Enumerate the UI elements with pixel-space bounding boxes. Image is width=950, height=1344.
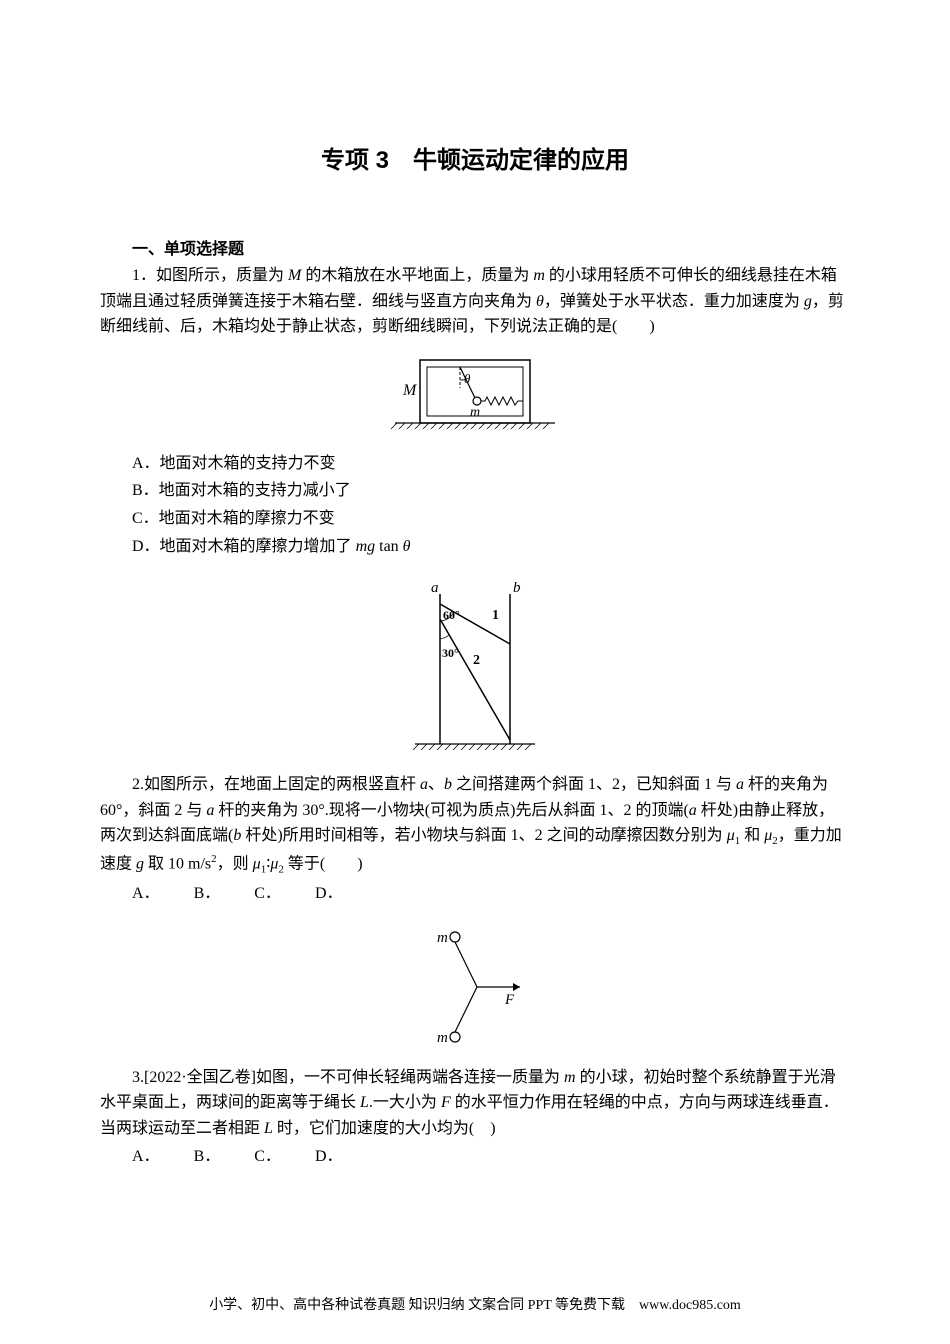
q1-stem: 1．如图所示，质量为 M 的木箱放在水平地面上，质量为 m 的小球用轻质不可伸长… [100,263,850,340]
var-L: L [360,1094,369,1111]
q3-text-5: 时，它们加速度的大小均为( ) [273,1120,496,1137]
q1-optB: B．地面对木箱的支持力减小了 [132,478,850,504]
q3-optD: D． [315,1148,343,1165]
fig2-label-2: 2 [473,653,480,668]
q2-text-7: 杆处)所用时间相等，若小物块与斜面 1、2 之间的动摩擦因数分别为 [241,827,726,844]
q2-stem: 2.如图所示，在地面上固定的两根竖直杆 a、b 之间搭建两个斜面 1、2，已知斜… [100,772,850,879]
fig2-label-b: b [513,580,521,596]
var-theta: θ [536,293,544,310]
fig2-label-a: a [431,580,439,596]
q2-text-5: 杆的夹角为 30°.现将一小物块(可视为质点)先后从斜面 1、2 的顶端( [214,802,688,819]
var-a-4: a [689,802,697,819]
q2-optC: C． [254,885,281,902]
q3-optC: C． [254,1148,281,1165]
q2-optA: A． [132,885,160,902]
q3-text-3: .一大小为 [369,1094,441,1111]
fig2-label-1: 1 [492,608,499,623]
var-theta-2: θ [403,538,411,555]
q2-optB: B． [194,885,221,902]
fig1-label-m: m [470,405,480,420]
q2-text-3: 之间搭建两个斜面 1、2，已知斜面 1 与 [452,776,736,793]
q3-options: A． B． C． D． [100,1144,850,1170]
q1-options: A．地面对木箱的支持力不变 B．地面对木箱的支持力减小了 C．地面对木箱的摩擦力… [100,451,850,559]
q2-text-1: 2.如图所示，在地面上固定的两根竖直杆 [132,776,420,793]
q1-optD-pre: D．地面对木箱的摩擦力增加了 [132,538,356,555]
fig3-label-F: F [504,992,515,1008]
fig1-label-M: M [402,382,418,399]
var-m: m [533,267,545,284]
var-F: F [441,1094,451,1111]
q1-optD-post: tan [375,538,403,555]
section-heading: 一、单项选择题 [100,235,850,259]
q2-figure: a b 60° 1 30° 2 [100,579,850,764]
q1-figure: M θ m [100,348,850,443]
var-L-2: L [264,1120,273,1137]
q1-text-2: 的木箱放在水平地面上，质量为 [301,267,533,284]
var-mu1: μ [727,827,735,844]
q1-optD: D．地面对木箱的摩擦力增加了 mg tan θ [132,534,850,560]
var-mu1-2: μ [253,855,261,872]
var-g-2: g [136,855,144,872]
q3-optB: B． [194,1148,221,1165]
q1-optC: C．地面对木箱的摩擦力不变 [132,506,850,532]
q3-stem: 3.[2022·全国乙卷]如图，一不可伸长轻绳两端各连接一质量为 m 的小球，初… [100,1065,850,1142]
q2-text-13: 等于( ) [284,855,363,872]
var-g: g [804,293,812,310]
fig2-angle30: 30° [442,646,459,660]
var-b: b [444,776,452,793]
q2-text-8: 和 [740,827,764,844]
page-title: 专项 3 牛顿运动定律的应用 [100,140,850,175]
q3-optA: A． [132,1148,160,1165]
var-m-2: m [564,1069,576,1086]
fig1-label-theta: θ [464,371,471,386]
var-a-2: a [736,776,744,793]
q2-text-2: 、 [428,776,444,793]
q2-text-10: 取 10 m/s [144,855,211,872]
fig2-angle60: 60° [443,608,460,622]
q3-figure: m m F [100,922,850,1057]
var-M: M [288,267,301,284]
q2-text-11: ，则 [217,855,253,872]
page-footer: 小学、初中、高中各种试卷真题 知识归纳 文案合同 PPT 等免费下载 www.d… [100,1294,850,1314]
fig3-label-m-bot: m [437,1030,448,1046]
q2-optD: D． [315,885,343,902]
var-a: a [420,776,428,793]
var-mg: mg [356,538,376,555]
q3-text-1: 3.[2022·全国乙卷]如图，一不可伸长轻绳两端各连接一质量为 [132,1069,564,1086]
q1-text-4: ，弹簧处于水平状态．重力加速度为 [544,293,804,310]
fig3-label-m-top: m [437,930,448,946]
q2-options: A． B． C． D． [100,881,850,907]
q1-optA: A．地面对木箱的支持力不变 [132,451,850,477]
q1-text-1: 1．如图所示，质量为 [132,267,288,284]
